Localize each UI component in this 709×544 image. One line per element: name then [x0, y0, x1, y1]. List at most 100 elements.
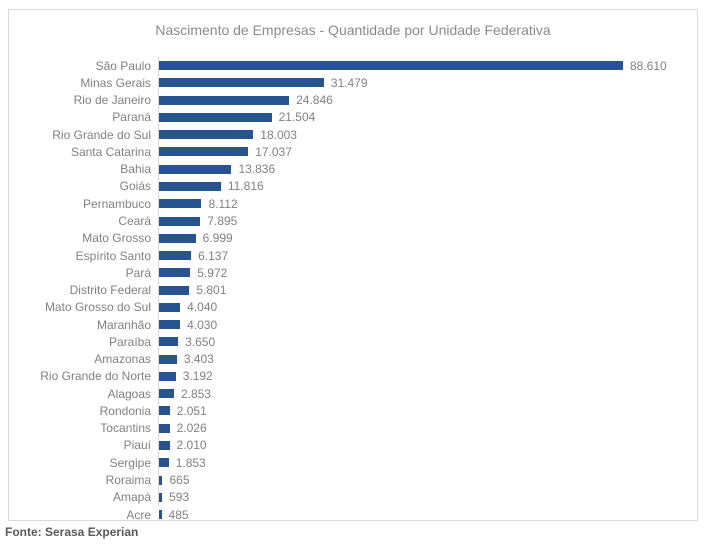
- chart-row: Minas Gerais 31.479: [9, 74, 697, 91]
- chart-row: Tocantins 2.026: [9, 420, 697, 437]
- category-label: Goiás: [119, 179, 151, 194]
- value-label: 18.003: [260, 127, 297, 142]
- value-label: 2.051: [176, 403, 207, 418]
- chart-row: Bahia 13.836: [9, 161, 697, 178]
- bar: [159, 251, 192, 261]
- category-label: Pernambuco: [82, 196, 151, 211]
- value-label: 6.999: [202, 231, 233, 246]
- chart-row: Alagoas 2.853: [9, 385, 697, 402]
- value-label: 1.853: [175, 455, 206, 470]
- chart-row: Rio Grande do Sul 18.003: [9, 126, 697, 143]
- value-label: 3.403: [183, 352, 214, 367]
- value-label: 7.895: [207, 214, 238, 229]
- category-label: Minas Gerais: [80, 75, 151, 90]
- chart-row: Mato Grosso do Sul 4.040: [9, 299, 697, 316]
- chart-row: Rondonia 2.051: [9, 402, 697, 419]
- category-label: Amazonas: [94, 352, 151, 367]
- value-label: 4.030: [187, 317, 218, 332]
- bar: [159, 95, 290, 105]
- bar: [159, 423, 170, 433]
- value-label: 24.846: [296, 93, 333, 108]
- chart-row: Pernambuco 8.112: [9, 195, 697, 212]
- value-label: 4.040: [187, 300, 218, 315]
- chart-row: Sergipe 1.853: [9, 454, 697, 471]
- bar: [159, 216, 201, 226]
- chart-row: Goiás 11.816: [9, 178, 697, 195]
- value-label: 2.853: [180, 386, 211, 401]
- value-label: 8.112: [208, 196, 238, 211]
- value-label: 5.972: [197, 265, 228, 280]
- bar: [159, 181, 221, 191]
- chart-row: Piauí 2.010: [9, 437, 697, 454]
- chart-row: Rio Grande do Norte 3.192: [9, 368, 697, 385]
- bar: [159, 199, 202, 209]
- category-label: Rio de Janeiro: [73, 93, 151, 108]
- bar: [159, 164, 232, 174]
- category-label: Paraná: [112, 110, 151, 125]
- category-label: Alagoas: [107, 386, 151, 401]
- category-label: Paraíba: [108, 334, 151, 349]
- category-label: Tocantins: [100, 421, 151, 436]
- chart-row: Acre 485: [9, 506, 697, 523]
- bar: [159, 268, 191, 278]
- bar: [159, 233, 196, 243]
- bar: [159, 61, 623, 71]
- category-label: Mato Grosso: [82, 231, 151, 246]
- bar: [159, 458, 169, 468]
- value-label: 11.816: [227, 179, 264, 194]
- category-label: Distrito Federal: [69, 283, 151, 298]
- bar: [159, 78, 324, 88]
- bar: [159, 302, 181, 312]
- bar: [159, 492, 163, 502]
- value-label: 17.037: [255, 144, 292, 159]
- category-label: Amapá: [112, 490, 151, 505]
- category-label: Acre: [126, 507, 151, 522]
- bar: [159, 510, 162, 520]
- bar: [159, 147, 249, 157]
- value-label: 3.192: [182, 369, 213, 384]
- bar: [159, 440, 170, 450]
- value-label: 3.650: [185, 334, 216, 349]
- category-label: Sergipe: [109, 455, 151, 470]
- category-label: São Paulo: [95, 58, 151, 73]
- value-label: 13.836: [238, 162, 276, 177]
- chart-row: Rio de Janeiro 24.846: [9, 92, 697, 109]
- chart-row: Amapá 593: [9, 489, 697, 506]
- value-label: 2.010: [176, 438, 207, 453]
- category-label: Rio Grande do Sul: [52, 127, 151, 142]
- value-label: 31.479: [330, 75, 368, 90]
- category-label: Rio Grande do Norte: [40, 369, 151, 384]
- bar: [159, 112, 272, 122]
- bar: [159, 337, 179, 347]
- value-label: 665: [169, 473, 190, 487]
- bar: [159, 285, 190, 295]
- category-label: Santa Catarina: [70, 144, 151, 159]
- chart-title: Nascimento de Empresas - Quantidade por …: [155, 22, 551, 38]
- value-label: 21.504: [278, 110, 316, 125]
- bar: [159, 130, 254, 140]
- source-note: Fonte: Serasa Experian: [5, 525, 139, 539]
- bar: [159, 320, 181, 330]
- value-label: 5.801: [196, 283, 227, 298]
- category-label: Pará: [125, 265, 151, 280]
- chart-row: Pará 5.972: [9, 264, 697, 281]
- category-label: Bahia: [120, 162, 151, 177]
- bar: [159, 371, 176, 381]
- value-label: 593: [169, 490, 190, 505]
- bar: [159, 475, 163, 485]
- value-label: 485: [168, 507, 189, 522]
- chart-row: Amazonas 3.403: [9, 351, 697, 368]
- chart-row: Mato Grosso 6.999: [9, 230, 697, 247]
- chart-row: Paraíba 3.650: [9, 333, 697, 350]
- bar-rows: São Paulo 88.610 Minas Gerais 31.479 Rio de …: [9, 57, 697, 523]
- chart-row: Santa Catarina 17.037: [9, 143, 697, 160]
- chart-row: Ceará 7.895: [9, 212, 697, 229]
- bar: [159, 406, 170, 416]
- chart-row: Paraná 21.504: [9, 109, 697, 126]
- value-label: 2.026: [176, 421, 207, 436]
- category-label: Piauí: [123, 438, 151, 453]
- value-label: 6.137: [198, 248, 229, 263]
- chart-row: Maranhão 4.030: [9, 316, 697, 333]
- chart-row: Roraima 665: [9, 471, 697, 488]
- category-label: Espírito Santo: [75, 248, 151, 263]
